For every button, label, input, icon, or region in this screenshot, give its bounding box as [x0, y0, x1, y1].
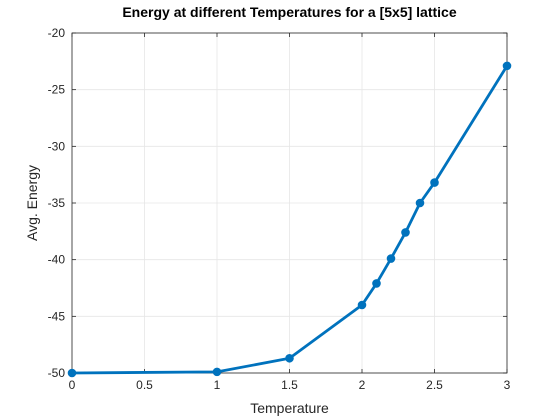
series-line [71, 65, 509, 375]
x-tick-label: 2 [359, 378, 366, 392]
series [67, 61, 512, 378]
data-point [386, 254, 396, 263]
y-tick-label: -25 [48, 83, 66, 97]
x-tick-label: 1 [214, 378, 221, 392]
x-tick-label: 1.5 [281, 378, 298, 392]
y-axis-label: Avg. Energy [24, 165, 40, 241]
x-tick-label: 2.5 [426, 378, 443, 392]
data-point [372, 279, 381, 288]
data-point [357, 300, 367, 310]
data-point [285, 353, 294, 363]
y-tick-labels: -50 -45 -40 -35 -30 -25 -20 [48, 26, 66, 380]
y-tick-label: -35 [48, 196, 66, 210]
y-tick-label: -50 [48, 366, 66, 380]
x-tick-label: 0 [69, 378, 76, 392]
data-point [67, 368, 77, 378]
data-point [401, 228, 410, 237]
chart-title: Energy at different Temperatures for a [… [122, 4, 456, 20]
data-point [212, 367, 222, 377]
x-tick-label: 3 [504, 378, 511, 392]
data-point [430, 178, 439, 187]
y-tick-label: -45 [48, 309, 66, 323]
data-point [502, 61, 512, 71]
y-tick-label: -30 [48, 139, 66, 153]
x-tick-label: 0.5 [136, 378, 153, 392]
data-point [415, 198, 425, 208]
grid [71, 32, 508, 374]
y-tick-label: -20 [48, 26, 66, 40]
y-tick-label: -40 [48, 253, 66, 267]
x-tick-labels: 0 0.5 1 1.5 2 2.5 3 [69, 378, 511, 392]
x-axis-label: Temperature [250, 400, 329, 416]
